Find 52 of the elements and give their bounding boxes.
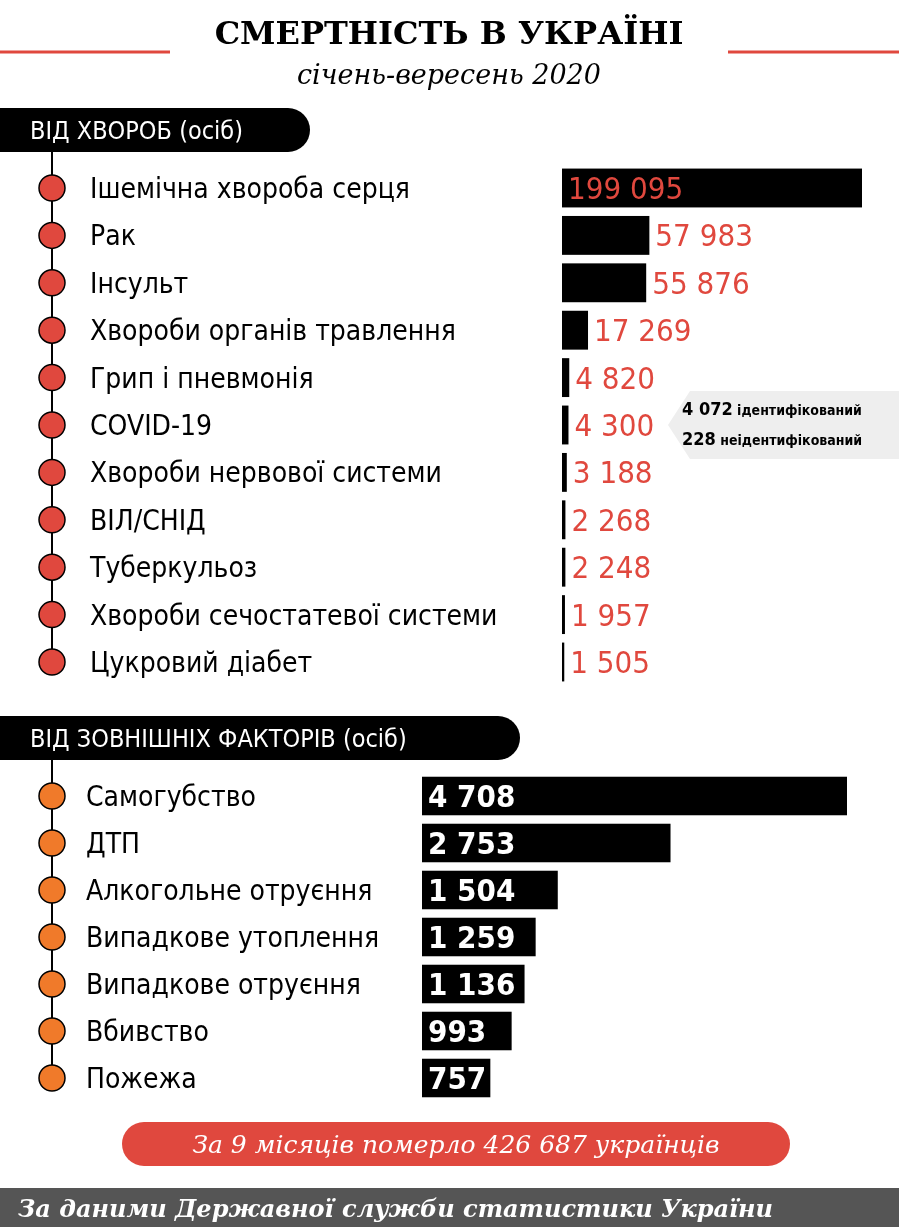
y-tick-label: Випадкове утоплення (86, 921, 380, 954)
bar (562, 405, 569, 445)
y-tick-label: Вбивство (86, 1015, 209, 1048)
y-tick-label: Самогубство (86, 780, 256, 813)
y-axis-title: ВІД ХВОРОБ (осіб) (30, 116, 243, 145)
chart-title: СМЕРТНІСТЬ В УКРАЇНІ (214, 14, 684, 52)
text: За даними Державної служби статистики України (18, 1194, 774, 1223)
data-label: 757 (428, 1060, 487, 1096)
data-label: 2 268 (571, 501, 652, 538)
data-label: 1 505 (570, 644, 651, 680)
y-tick-label: Ішемічна хвороба серця (90, 172, 410, 205)
y-tick-label: Хвороби сечостатевої системи (90, 598, 498, 632)
annotation: 228 неідентифікований (682, 428, 863, 449)
data-label: 4 300 (574, 407, 655, 443)
data-label: 993 (428, 1013, 487, 1049)
data-label: 1 259 (428, 919, 516, 955)
data-label: 199 095 (568, 170, 684, 206)
y-axis-title: ВІД ЗОВНІШНІХ ФАКТОРІВ (осіб) (30, 724, 407, 753)
bar (562, 452, 567, 492)
bar (422, 776, 847, 816)
y-tick-label: Грип і пневмонія (90, 361, 314, 395)
y-tick-label: Хвороби органів травлення (90, 314, 456, 348)
y-tick-label: Хвороби нервової системи (90, 456, 442, 490)
data-label: 4 820 (575, 359, 656, 396)
data-label: 57 983 (655, 217, 753, 254)
data-label: 2 248 (571, 549, 652, 586)
y-tick-label: Рак (90, 219, 136, 253)
bar (562, 310, 589, 350)
data-label: 1 136 (428, 966, 516, 1002)
annotation: 4 072 ідентифікований (682, 398, 862, 419)
data-label: 55 876 (652, 264, 750, 301)
data-label: 17 269 (594, 312, 692, 349)
y-tick-label: ВІЛ/СНІД (90, 503, 206, 537)
data-label: 4 708 (428, 778, 516, 814)
data-label: 1 504 (428, 872, 516, 908)
y-tick-label: Випадкове отруєння (86, 968, 361, 1001)
data-label: 3 188 (572, 454, 653, 491)
y-tick-label: COVID-19 (90, 409, 213, 442)
y-tick-label: Алкогольне отруєння (86, 874, 373, 907)
data-label: 1 957 (570, 596, 651, 633)
bar (562, 263, 647, 303)
y-tick-label: ДТП (86, 827, 141, 860)
bar (562, 358, 570, 398)
chart-subtitle: січень-вересень 2020 (297, 59, 601, 90)
y-tick-label: Інсульт (90, 266, 189, 300)
text: За 9 місяців померло 426 687 українців (192, 1130, 720, 1159)
bar (562, 215, 650, 255)
bar (562, 595, 565, 635)
y-tick-label: Пожежа (86, 1062, 197, 1095)
y-tick-label: Цукровий діабет (90, 646, 313, 679)
data-label: 2 753 (428, 825, 516, 861)
y-tick-label: Туберкульоз (89, 551, 258, 585)
